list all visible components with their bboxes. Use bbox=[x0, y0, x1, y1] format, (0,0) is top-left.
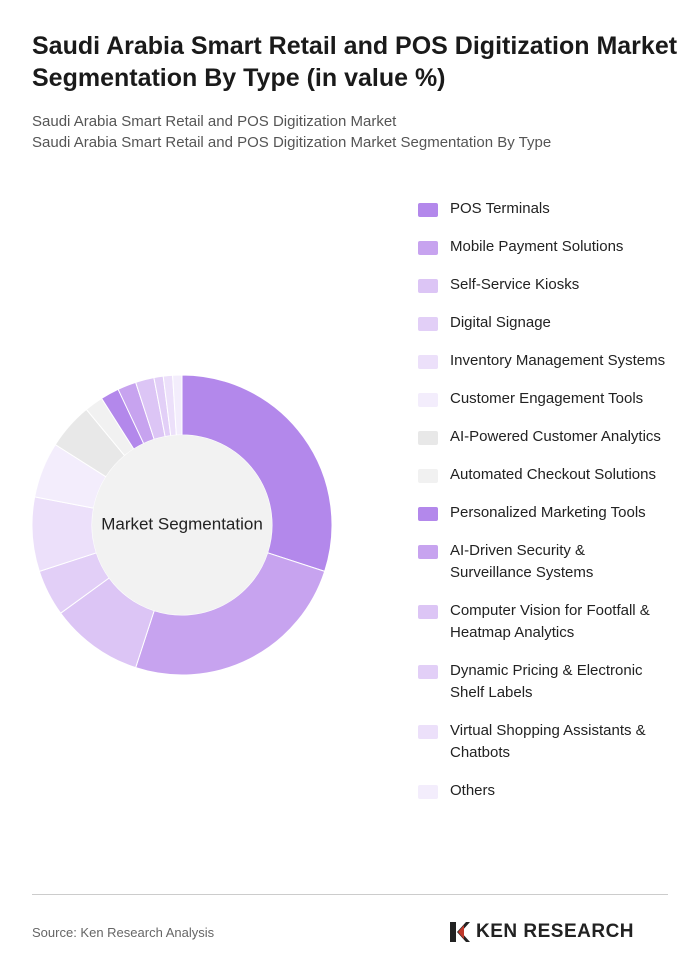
legend-item: Inventory Management Systems bbox=[418, 350, 678, 372]
legend-label: Customer Engagement Tools bbox=[450, 390, 644, 407]
legend-swatch bbox=[418, 279, 438, 293]
legend-item: Customer Engagement Tools bbox=[418, 388, 678, 410]
legend-label: AI-Powered Customer Analytics bbox=[450, 428, 661, 445]
legend-item: Digital Signage bbox=[418, 312, 678, 334]
legend-swatch bbox=[418, 203, 438, 217]
slice bbox=[135, 552, 326, 676]
legend-swatch bbox=[418, 241, 438, 255]
legend-item: Automated Checkout Solutions bbox=[418, 464, 678, 486]
legend-label: Digital Signage bbox=[450, 314, 551, 331]
legend-swatch bbox=[418, 605, 438, 619]
logo-icon bbox=[450, 922, 470, 942]
logo: KEN RESEARCH bbox=[448, 920, 634, 944]
legend-swatch bbox=[418, 355, 438, 369]
legend-item: Mobile Payment Solutions bbox=[418, 236, 678, 258]
legend-label: Personalized Marketing Tools bbox=[450, 504, 646, 521]
legend-label: Dynamic Pricing & Electronic Shelf Label… bbox=[450, 662, 643, 701]
legend-label: Inventory Management Systems bbox=[450, 352, 666, 369]
legend-label: Automated Checkout Solutions bbox=[450, 466, 656, 483]
donut: Market Segmentation bbox=[31, 374, 333, 676]
legend-item: Virtual Shopping Assistants & Chatbots bbox=[418, 720, 678, 764]
legend-swatch bbox=[418, 725, 438, 739]
legend-item: Others bbox=[418, 780, 678, 802]
subtitle: Saudi Arabia Smart Retail and POS Digiti… bbox=[32, 134, 552, 151]
legend-label: Computer Vision for Footfall & Heatmap A… bbox=[450, 602, 650, 641]
legend-swatch bbox=[418, 431, 438, 445]
donut-hole bbox=[92, 435, 272, 615]
legend: POS Terminals Mobile Payment Solutions Sel… bbox=[418, 198, 678, 818]
legend-item: Personalized Marketing Tools bbox=[418, 502, 678, 524]
subtitle: Saudi Arabia Smart Retail and POS Digiti… bbox=[32, 113, 397, 130]
legend-label: Mobile Payment Solutions bbox=[450, 238, 624, 255]
legend-swatch bbox=[418, 545, 438, 559]
source: Source: Ken Research Analysis bbox=[32, 925, 215, 940]
legend-item: Self-Service Kiosks bbox=[418, 274, 678, 296]
legend-item: POS Terminals bbox=[418, 198, 678, 220]
legend-swatch bbox=[418, 507, 438, 521]
legend-label: POS Terminals bbox=[450, 200, 550, 217]
legend-swatch bbox=[418, 393, 438, 407]
legend-label: Self-Service Kiosks bbox=[450, 276, 580, 293]
divider bbox=[32, 894, 668, 895]
center-label: Market Segmentation bbox=[101, 514, 263, 533]
logo-text: KEN RESEARCH bbox=[476, 921, 635, 942]
legend-item: Computer Vision for Footfall & Heatmap A… bbox=[418, 600, 678, 644]
legend-swatch bbox=[418, 665, 438, 679]
legend-swatch bbox=[418, 785, 438, 799]
chart-title: Saudi Arabia Smart Retail and POS Digiti… bbox=[32, 32, 678, 92]
legend-item: AI-Powered Customer Analytics bbox=[418, 426, 678, 448]
legend-label: Virtual Shopping Assistants & Chatbots bbox=[450, 722, 646, 761]
legend-label: AI-Driven Security & Surveillance System… bbox=[450, 542, 594, 581]
legend-swatch bbox=[418, 469, 438, 483]
legend-item: Dynamic Pricing & Electronic Shelf Label… bbox=[418, 660, 678, 704]
legend-item: AI-Driven Security & Surveillance System… bbox=[418, 540, 678, 584]
legend-swatch bbox=[418, 317, 438, 331]
legend-label: Others bbox=[450, 782, 496, 799]
